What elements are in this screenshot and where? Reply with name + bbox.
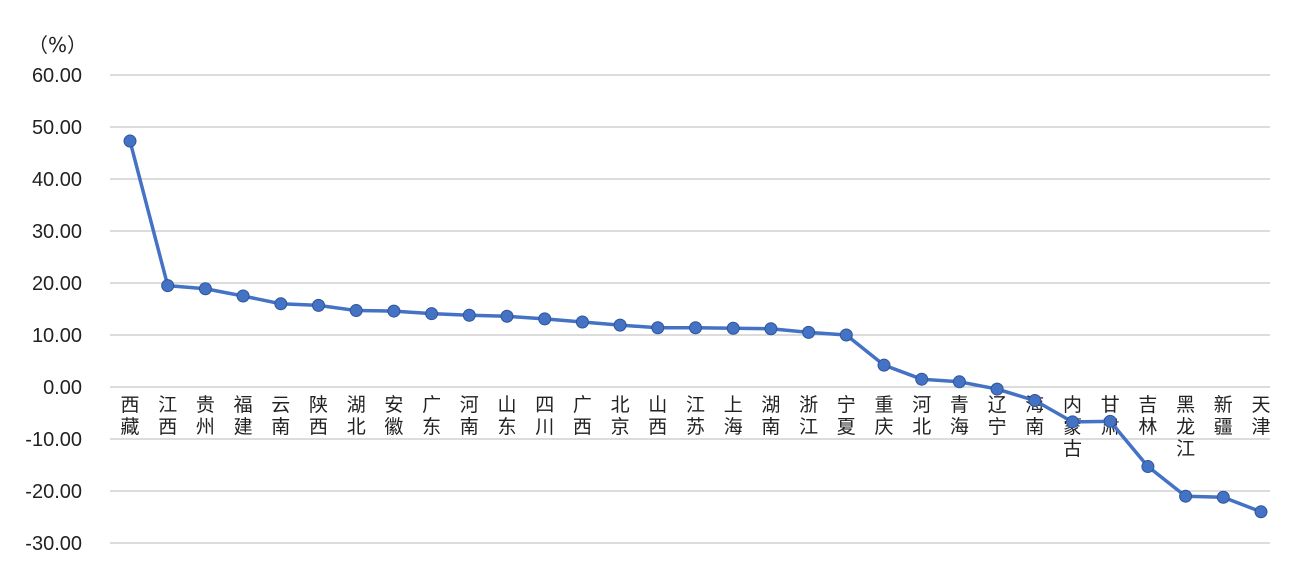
data-point <box>425 307 439 321</box>
x-tick-label: 江苏 <box>686 394 705 438</box>
y-tick-label: 30.00 <box>32 221 82 243</box>
y-unit-label: （%） <box>28 33 87 57</box>
x-tick-label: 青海 <box>950 394 969 438</box>
data-point <box>726 321 740 335</box>
y-axis-ticks: 60.00 50.00 40.00 30.00 20.00 10.00 0.00 -10.00… <box>25 65 82 555</box>
x-tick-label: 江西 <box>158 394 177 438</box>
data-point <box>236 289 250 303</box>
x-tick-label: 新疆 <box>1214 394 1233 438</box>
data-point <box>990 382 1004 396</box>
x-tick-label: 河南 <box>460 394 479 438</box>
data-point <box>839 328 853 342</box>
x-tick-label: 广东 <box>422 394 441 438</box>
x-tick-label: 天津 <box>1251 394 1270 438</box>
x-tick-label: 辽宁 <box>988 394 1007 438</box>
data-point <box>1179 489 1193 503</box>
data-point <box>1254 505 1268 519</box>
data-point <box>1216 490 1230 504</box>
y-tick-label: 0.00 <box>43 377 82 399</box>
data-point <box>387 304 401 318</box>
x-tick-label: 广西 <box>573 394 592 438</box>
data-point <box>312 298 325 312</box>
x-tick-label: 河北 <box>912 394 931 438</box>
x-tick-label: 安徽 <box>384 394 403 438</box>
y-tick-label: -20.00 <box>25 481 82 503</box>
x-tick-label: 贵州 <box>196 394 215 438</box>
x-tick-label: 西藏 <box>120 394 139 438</box>
x-tick-label: 黑龙江 <box>1176 394 1195 460</box>
x-tick-label: 山西 <box>648 394 667 438</box>
x-tick-label: 陕西 <box>309 394 328 438</box>
x-tick-label: 湖南 <box>761 394 780 438</box>
data-point <box>349 304 363 318</box>
y-tick-label: 20.00 <box>32 273 82 295</box>
y-tick-label: 60.00 <box>32 65 82 87</box>
x-tick-label: 吉林 <box>1138 394 1157 438</box>
x-tick-label: 北京 <box>611 394 630 438</box>
x-tick-label: 四川 <box>535 394 554 438</box>
data-point <box>689 321 702 335</box>
data-point <box>802 325 816 339</box>
data-point <box>952 375 966 389</box>
data-point <box>1141 460 1155 474</box>
data-point <box>161 279 175 293</box>
data-point <box>274 297 288 311</box>
data-point <box>1103 414 1117 428</box>
data-point <box>462 308 476 322</box>
x-tick-label: 福建 <box>234 394 253 438</box>
data-point <box>651 321 665 335</box>
data-point <box>877 358 891 372</box>
y-tick-label: 10.00 <box>32 325 82 347</box>
x-tick-label: 山东 <box>497 394 516 438</box>
y-tick-label: 40.00 <box>32 169 82 191</box>
data-point <box>1028 394 1042 408</box>
x-axis-ticks: 西藏江西贵州福建云南陕西湖北安徽广东河南山东四川广西北京山西江苏上海湖南浙江宁夏… <box>120 394 1270 460</box>
x-tick-label: 重庆 <box>874 394 893 438</box>
data-point <box>538 312 552 326</box>
data-point <box>500 309 514 323</box>
x-tick-label: 宁夏 <box>837 394 856 438</box>
y-tick-label: -30.00 <box>25 533 82 555</box>
y-tick-label: 50.00 <box>32 117 82 139</box>
x-tick-label: 浙江 <box>799 394 818 438</box>
data-point <box>123 134 137 148</box>
data-point <box>575 315 589 329</box>
data-point <box>1066 415 1079 429</box>
data-point <box>764 322 778 336</box>
data-point <box>915 372 929 386</box>
gridlines <box>110 74 1270 544</box>
data-point <box>613 318 627 332</box>
y-tick-label: -10.00 <box>25 429 82 451</box>
x-tick-label: 云南 <box>271 394 290 438</box>
x-tick-label: 上海 <box>724 394 743 438</box>
x-tick-label: 湖北 <box>347 394 366 438</box>
data-point <box>198 282 212 296</box>
series <box>123 134 1268 519</box>
